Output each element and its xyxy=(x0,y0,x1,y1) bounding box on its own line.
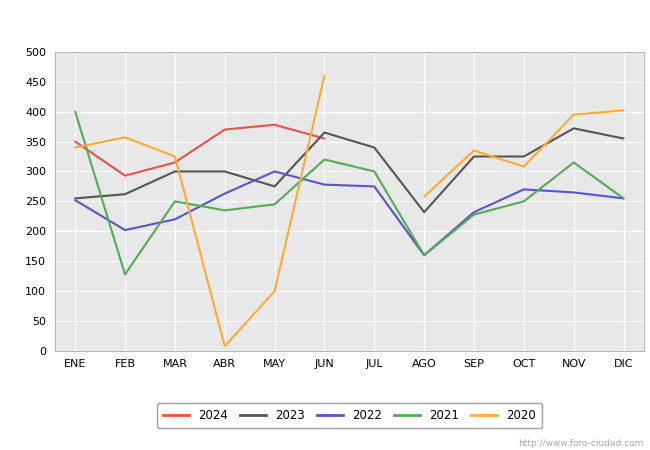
2024 xyxy=(171,160,179,165)
Line: 2022: 2022 xyxy=(75,171,623,255)
2020 xyxy=(171,154,179,159)
2021 xyxy=(570,160,578,165)
2023 xyxy=(370,145,378,150)
2020 xyxy=(619,108,627,113)
2020 xyxy=(421,194,428,199)
2021 xyxy=(520,199,528,204)
2024 xyxy=(121,173,129,178)
2023 xyxy=(320,130,328,135)
Line: 2021: 2021 xyxy=(75,112,623,274)
2020 xyxy=(520,164,528,169)
2021 xyxy=(421,252,428,258)
2021 xyxy=(470,212,478,217)
2020 xyxy=(121,135,129,140)
2023 xyxy=(221,169,229,174)
2023 xyxy=(470,154,478,159)
2022 xyxy=(72,198,79,203)
2023 xyxy=(619,136,627,141)
2022 xyxy=(121,227,129,233)
Line: 2024: 2024 xyxy=(75,125,324,176)
2024 xyxy=(270,122,278,127)
2022 xyxy=(619,196,627,201)
2020 xyxy=(470,148,478,153)
2021 xyxy=(72,109,79,114)
2024 xyxy=(72,139,79,144)
Line: 2023: 2023 xyxy=(75,128,623,212)
2024 xyxy=(320,136,328,141)
2023 xyxy=(520,154,528,159)
2020 xyxy=(270,288,278,294)
2021 xyxy=(221,207,229,213)
2021 xyxy=(370,169,378,174)
2020 xyxy=(221,343,229,349)
2024 xyxy=(221,127,229,132)
2022 xyxy=(221,191,229,196)
2021 xyxy=(171,199,179,204)
2023 xyxy=(121,192,129,197)
2021 xyxy=(270,202,278,207)
2020 xyxy=(72,145,79,150)
2022 xyxy=(270,169,278,174)
2023 xyxy=(171,169,179,174)
Legend: 2024, 2023, 2022, 2021, 2020: 2024, 2023, 2022, 2021, 2020 xyxy=(157,403,542,428)
2022 xyxy=(320,182,328,187)
2022 xyxy=(370,184,378,189)
2022 xyxy=(421,252,428,258)
2020 xyxy=(570,112,578,117)
2023 xyxy=(72,196,79,201)
2022 xyxy=(520,187,528,192)
2020 xyxy=(320,73,328,78)
2022 xyxy=(171,216,179,222)
Text: Matriculaciones de Vehiculos en Leganés: Matriculaciones de Vehiculos en Leganés xyxy=(160,16,490,32)
2023 xyxy=(570,126,578,131)
2022 xyxy=(570,190,578,195)
2021 xyxy=(320,157,328,162)
2021 xyxy=(121,272,129,277)
Text: http://www.foro-ciudad.com: http://www.foro-ciudad.com xyxy=(518,439,644,448)
2023 xyxy=(421,209,428,215)
2022 xyxy=(470,209,478,215)
2023 xyxy=(270,184,278,189)
Line: 2020: 2020 xyxy=(75,76,623,346)
2021 xyxy=(619,196,627,201)
